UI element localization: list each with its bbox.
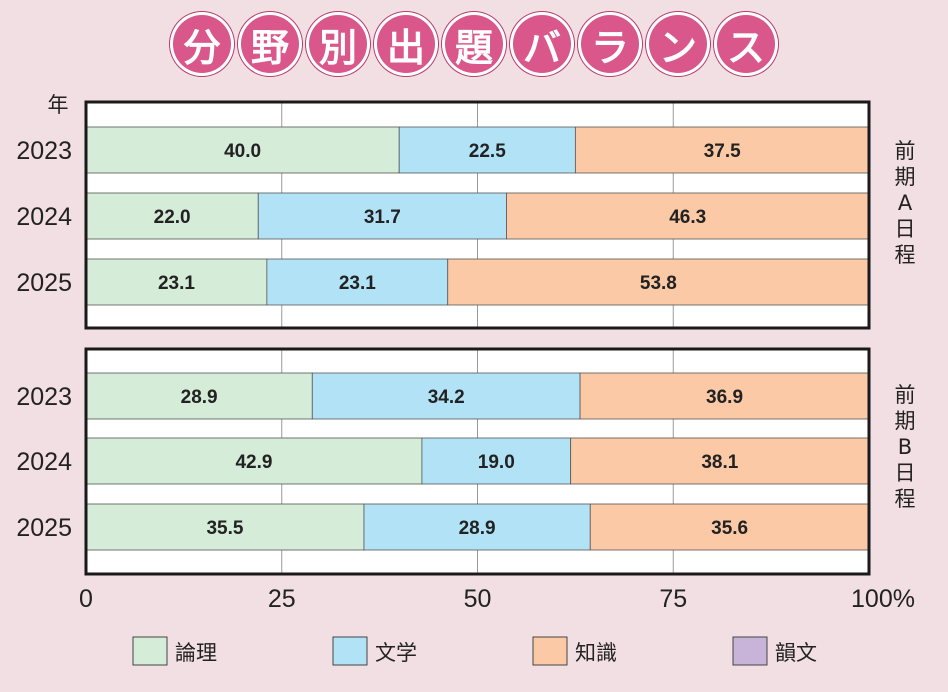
- bar-segment-文学: [257, 192, 507, 240]
- panel-frame: [84, 100, 871, 330]
- title-char: 題: [442, 12, 506, 76]
- year-axis-label: 年: [48, 93, 69, 117]
- legend-swatch: [332, 636, 368, 666]
- bar-segment-論理: [85, 258, 268, 306]
- data-label: 22.0: [154, 207, 191, 228]
- bar-segment-知識: [579, 372, 870, 420]
- panel-label-char: 期: [895, 165, 916, 189]
- legend-swatch: [132, 636, 168, 666]
- legend-swatch: [732, 636, 768, 666]
- bar-segment-文学: [421, 437, 572, 485]
- data-label: 37.5: [704, 141, 741, 162]
- x-tick-label: 50: [464, 585, 492, 613]
- x-tick-label: 0: [79, 585, 93, 613]
- title-char: ス: [714, 12, 778, 76]
- panel-label-char: 前: [895, 383, 916, 407]
- data-label: 53.8: [640, 273, 677, 294]
- legend-label: 文学: [375, 641, 417, 665]
- panel-label-char: 日: [895, 217, 916, 241]
- year-tick-label: 2023: [16, 137, 72, 165]
- data-label: 40.0: [224, 141, 261, 162]
- data-label: 23.1: [339, 273, 376, 294]
- title-char: 別: [306, 12, 370, 76]
- bar-segment-知識: [589, 503, 870, 551]
- bar-segment-文学: [311, 372, 581, 420]
- panel-label-char: 程: [895, 487, 916, 511]
- data-label: 28.9: [181, 387, 218, 408]
- title-char: ン: [646, 12, 710, 76]
- data-label: 46.3: [669, 207, 706, 228]
- bar-segment-論理: [85, 192, 259, 240]
- legend-label: 韻文: [775, 641, 817, 665]
- title-char: 出: [374, 12, 438, 76]
- year-tick-label: 2025: [16, 269, 72, 297]
- panel-frame: [84, 347, 871, 576]
- year-tick-label: 2023: [16, 383, 72, 411]
- panel-label-char: 期: [895, 409, 916, 433]
- data-label: 38.1: [701, 452, 738, 473]
- data-label: 42.9: [235, 452, 272, 473]
- x-tick-label: 100%: [851, 585, 915, 613]
- panel-label-char: 前: [895, 139, 916, 163]
- data-label: 19.0: [478, 452, 515, 473]
- bar-segment-論理: [85, 126, 400, 174]
- data-label: 34.2: [428, 387, 465, 408]
- bar-segment-知識: [447, 258, 870, 306]
- bar-segment-知識: [574, 126, 870, 174]
- data-label: 22.5: [469, 141, 506, 162]
- data-label: 35.5: [206, 518, 243, 539]
- bar-segment-論理: [85, 437, 423, 485]
- x-tick-label: 75: [659, 585, 687, 613]
- bar-segment-文学: [398, 126, 576, 174]
- title-char: バ: [510, 12, 574, 76]
- data-label: 23.1: [158, 273, 195, 294]
- bar-segment-論理: [85, 503, 365, 551]
- title-char: 野: [238, 12, 302, 76]
- chart-title: 分 野 別 出 題 バ ラ ン ス: [0, 12, 948, 80]
- bar-segment-文学: [363, 503, 591, 551]
- bar-segment-文学: [266, 258, 449, 306]
- panel-label-char: B: [898, 435, 912, 459]
- data-label: 35.6: [711, 518, 748, 539]
- data-label: 31.7: [364, 207, 401, 228]
- data-label: 28.9: [459, 518, 496, 539]
- bar-segment-知識: [506, 192, 870, 240]
- year-tick-label: 2024: [16, 203, 72, 231]
- x-tick-label: 25: [268, 585, 296, 613]
- title-char: ラ: [578, 12, 642, 76]
- title-char: 分: [170, 12, 234, 76]
- panel-label-char: 日: [895, 461, 916, 485]
- legend-swatch: [532, 636, 568, 666]
- data-label: 36.9: [706, 387, 743, 408]
- panel-label-char: A: [898, 191, 913, 215]
- year-tick-label: 2024: [16, 448, 72, 476]
- year-tick-label: 2025: [16, 514, 72, 542]
- legend-label: 論理: [175, 641, 217, 665]
- legend-label: 知識: [575, 641, 617, 665]
- panel-label-char: 程: [895, 243, 916, 267]
